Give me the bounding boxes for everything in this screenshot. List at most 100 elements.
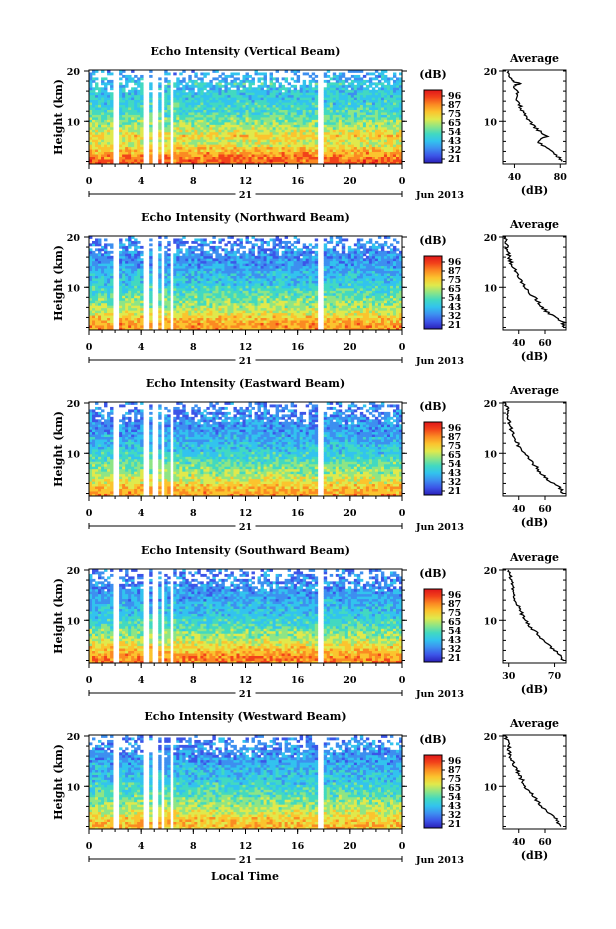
heatmap-cell [203, 300, 207, 304]
heatmap-cell [293, 159, 298, 162]
heatmap-cell [128, 92, 132, 96]
heatmap-cell [119, 146, 123, 150]
heatmap-cell [98, 320, 102, 323]
heatmap-cell [350, 114, 355, 118]
heatmap-cell [371, 129, 376, 133]
heatmap-cell [278, 92, 283, 96]
heatmap-cell [311, 79, 316, 83]
heatmap-cell [182, 79, 186, 83]
heatmap-cell [182, 159, 186, 162]
heatmap-cell [242, 154, 246, 157]
heatmap-cell [197, 121, 201, 125]
x-tick-label: 0 [399, 176, 406, 187]
heatmap-cell [332, 129, 337, 133]
heatmap-cell [377, 327, 382, 331]
heatmap-cell [107, 151, 111, 155]
heatmap-cell [299, 154, 304, 157]
heatmap-cell [347, 139, 352, 143]
heatmap-cell [227, 287, 231, 291]
heatmap-cell [137, 112, 141, 115]
heatmap-cell [371, 94, 376, 98]
heatmap-cell [251, 317, 255, 321]
heatmap-cell [188, 161, 192, 165]
heatmap-cell [167, 322, 171, 326]
heatmap-cell [125, 154, 129, 157]
heatmap-cell [251, 134, 255, 138]
heatmap-cell [338, 121, 343, 125]
heatmap-cell [95, 94, 99, 98]
heatmap-cell [233, 124, 237, 128]
heatmap-cell [194, 97, 198, 101]
heatmap-cell [392, 154, 397, 157]
heatmap-cell [245, 107, 249, 110]
heatmap-cell [125, 107, 129, 110]
heatmap-cell [311, 312, 316, 316]
heatmap-cell [326, 87, 331, 91]
heatmap-cell [338, 322, 343, 326]
heatmap-cell [164, 87, 168, 91]
heatmap-cell [260, 129, 264, 133]
heatmap-cell [347, 136, 352, 140]
heatmap-cell [248, 159, 252, 162]
heatmap-cell [338, 317, 343, 321]
heatmap-cell [332, 320, 337, 323]
heatmap-cell [341, 129, 346, 133]
heatmap-cell [272, 144, 276, 148]
heatmap-cell [290, 287, 295, 291]
heatmap-cell [365, 300, 370, 304]
heatmap-cell [128, 112, 132, 115]
heatmap-cell [374, 144, 379, 148]
heatmap-cell [290, 139, 295, 143]
heatmap-cell [149, 129, 153, 133]
heatmap-cell [272, 89, 276, 93]
heatmap-cell [158, 312, 162, 316]
heatmap-cell [281, 139, 286, 143]
heatmap-cell [269, 126, 273, 130]
heatmap-cell [131, 146, 135, 150]
heatmap-cell [368, 320, 373, 323]
heatmap-cell [269, 146, 273, 150]
heatmap-cell [110, 117, 114, 120]
heatmap-cell [245, 102, 249, 106]
heatmap-cell [323, 315, 328, 319]
heatmap-cell [326, 112, 331, 115]
heatmap-cell [101, 104, 105, 108]
heatmap-cell [386, 87, 391, 91]
heatmap-cell [119, 89, 123, 93]
heatmap-cell [140, 126, 144, 130]
heatmap-cell [248, 300, 252, 304]
heatmap-cell [338, 292, 343, 296]
heatmap-cell [392, 302, 397, 306]
heatmap-cell [158, 146, 162, 150]
heatmap-cell [296, 136, 301, 140]
heatmap-cell [269, 307, 273, 311]
heatmap-cell [395, 89, 400, 93]
heatmap-cell [224, 79, 228, 83]
heatmap-cell [374, 97, 379, 101]
heatmap-cell [329, 119, 334, 123]
heatmap-cell [164, 312, 168, 316]
heatmap-cell [212, 159, 216, 162]
heatmap-cell [125, 121, 129, 125]
heatmap-cell [326, 99, 331, 103]
heatmap-cell [368, 310, 373, 314]
heatmap-cell [350, 129, 355, 133]
heatmap-cell [302, 320, 307, 323]
heatmap-cell [392, 109, 397, 113]
heatmap-cell [383, 119, 388, 123]
heatmap-cell [347, 159, 352, 162]
heatmap-cell [323, 144, 328, 148]
heatmap-cell [371, 302, 376, 306]
heatmap-cell [386, 310, 391, 314]
heatmap-cell [314, 159, 319, 162]
heatmap-cell [194, 327, 198, 331]
heatmap-cell [188, 154, 192, 157]
heatmap-cell [338, 300, 343, 304]
heatmap-cell [371, 315, 376, 319]
heatmap-cell [254, 156, 258, 160]
heatmap-cell [236, 141, 240, 145]
heatmap-cell [149, 112, 153, 115]
heatmap-cell [119, 290, 123, 294]
heatmap-cell [371, 295, 376, 299]
heatmap-cell [251, 325, 255, 328]
